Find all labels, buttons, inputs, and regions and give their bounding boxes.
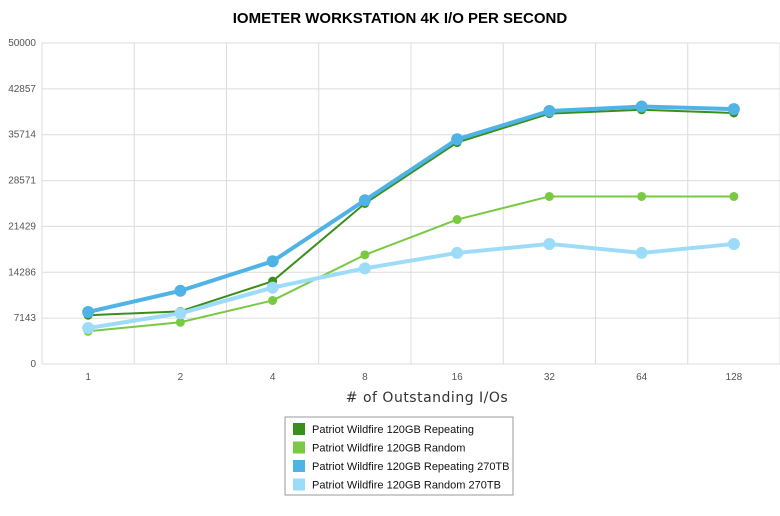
series-4 — [82, 237, 740, 335]
x-tick-label: 16 — [452, 372, 464, 383]
data-point — [729, 191, 739, 201]
y-tick-label: 42857 — [8, 84, 36, 95]
y-tick-label: 50000 — [8, 38, 36, 49]
data-point — [635, 246, 648, 259]
x-tick-label: 8 — [362, 372, 368, 383]
data-point — [637, 191, 647, 201]
x-tick-label: 128 — [726, 372, 743, 383]
x-tick-label: 64 — [636, 372, 648, 383]
data-point — [727, 237, 740, 250]
y-tick-label: 21429 — [8, 221, 36, 232]
legend-swatch — [293, 423, 305, 435]
legend-label: Patriot Wildfire 120GB Random 270TB — [312, 480, 501, 492]
series-2 — [83, 191, 739, 336]
x-axis: 1 2 4 8 16 32 64 128 — [85, 372, 742, 383]
y-tick-label: 14286 — [8, 267, 36, 278]
legend-label: Patriot Wildfire 120GB Repeating — [312, 424, 474, 436]
x-tick-label: 4 — [270, 372, 276, 383]
series-lines — [82, 100, 740, 336]
data-point — [727, 103, 740, 116]
data-point — [82, 305, 95, 318]
legend: Patriot Wildfire 120GB Repeating Patriot … — [284, 416, 514, 496]
x-tick-label: 32 — [544, 372, 556, 383]
data-point — [174, 307, 187, 320]
legend-swatch — [293, 478, 305, 491]
series-line — [87, 195, 735, 333]
data-point — [543, 237, 556, 250]
data-point — [358, 194, 371, 207]
y-axis: 0 7143 14286 21429 28571 35714 42857 50000 — [8, 38, 36, 370]
legend-swatch — [293, 460, 305, 472]
y-tick-label: 28571 — [8, 176, 36, 187]
series-3 — [82, 100, 740, 318]
data-point — [268, 295, 278, 305]
legend-label: Patriot Wildfire 120GB Repeating 270TB — [312, 461, 510, 473]
data-point — [543, 105, 556, 118]
data-point — [174, 284, 187, 297]
data-point — [451, 246, 464, 259]
chart-title: IOMETER WORKSTATION 4K I/O PER SECOND — [233, 10, 568, 27]
legend-box — [284, 416, 514, 496]
data-point — [175, 317, 185, 327]
series-line — [86, 104, 736, 314]
data-point — [544, 191, 554, 201]
data-point — [452, 215, 462, 225]
x-tick-label: 2 — [178, 372, 184, 383]
y-tick-label: 0 — [30, 359, 36, 370]
grid — [41, 42, 780, 365]
x-axis-label: # of Outstanding I/Os — [346, 390, 508, 406]
series-line — [86, 241, 736, 331]
legend-label: Patriot Wildfire 120GB Random — [312, 443, 465, 455]
series-line — [87, 108, 735, 317]
y-tick-label: 35714 — [8, 130, 36, 141]
data-point — [451, 133, 464, 146]
data-point — [266, 255, 279, 268]
data-point — [635, 100, 648, 113]
data-point — [358, 262, 371, 275]
data-point — [360, 250, 370, 260]
y-tick-label: 7143 — [14, 313, 37, 324]
legend-swatch — [293, 441, 305, 454]
data-point — [82, 322, 95, 335]
x-tick-label: 1 — [85, 372, 91, 383]
data-point — [266, 281, 279, 294]
